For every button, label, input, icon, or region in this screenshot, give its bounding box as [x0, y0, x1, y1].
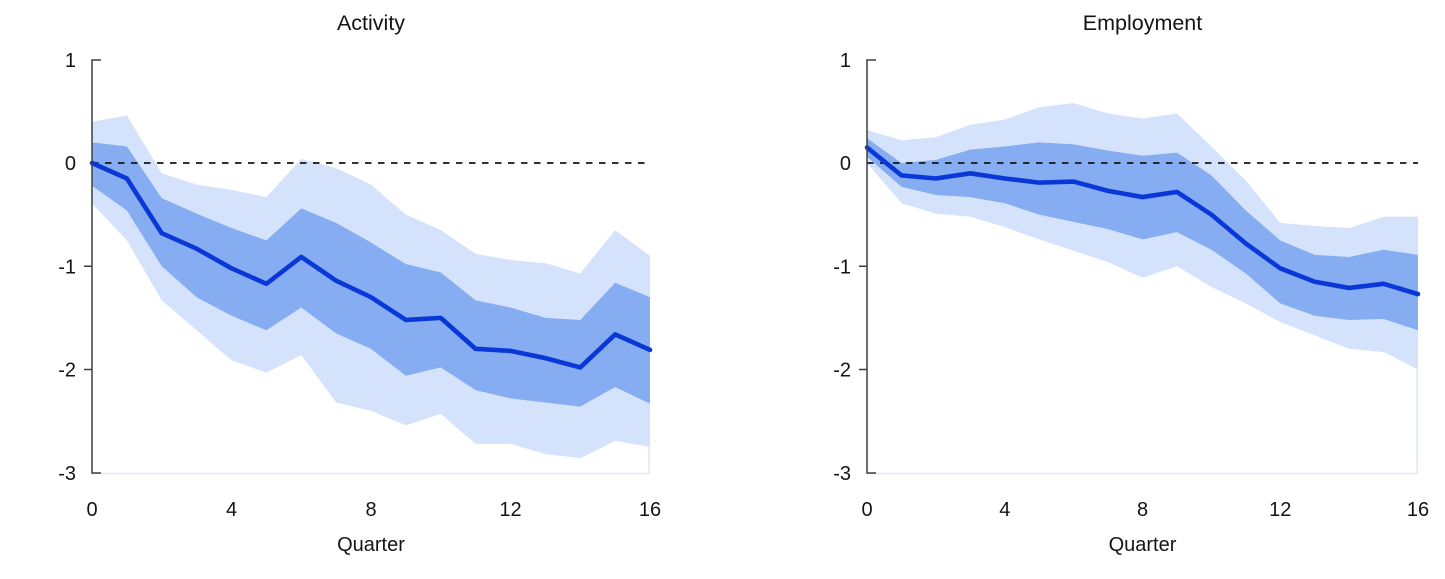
x-tick-label: 12 [499, 499, 521, 521]
x-tick-label: 16 [1407, 499, 1429, 521]
x-tick-label: 4 [999, 499, 1010, 521]
median-line [864, 145, 1421, 297]
y-tick-label: -1 [58, 256, 76, 278]
y-tick-label: -3 [58, 463, 76, 485]
y-tick-label: 0 [65, 153, 76, 175]
x-axis-label: Quarter [337, 534, 405, 556]
y-tick-label: -2 [833, 360, 851, 382]
chart-title: Activity [337, 11, 405, 35]
y-tick-label: -3 [833, 463, 851, 485]
median-line [89, 160, 653, 370]
x-tick-label: 8 [365, 499, 376, 521]
y-tick-label: 1 [65, 50, 76, 72]
x-tick-label: 8 [1137, 499, 1148, 521]
inner-band-area [867, 138, 1418, 331]
x-tick-label: 12 [1269, 499, 1291, 521]
x-tick-label: 0 [86, 499, 97, 521]
chart-title: Employment [1083, 11, 1203, 35]
inner-band-area [92, 142, 650, 407]
x-axis-label: Quarter [1109, 534, 1177, 556]
y-tick-label: -1 [833, 256, 851, 278]
y-axis-line [866, 59, 876, 474]
x-tick-label: 16 [639, 499, 661, 521]
y-tick-label: 0 [840, 153, 851, 175]
x-tick-label: 0 [861, 499, 872, 521]
y-tick-label: -2 [58, 360, 76, 382]
y-tick-label: 1 [840, 50, 851, 72]
x-tick-label: 4 [226, 499, 237, 521]
